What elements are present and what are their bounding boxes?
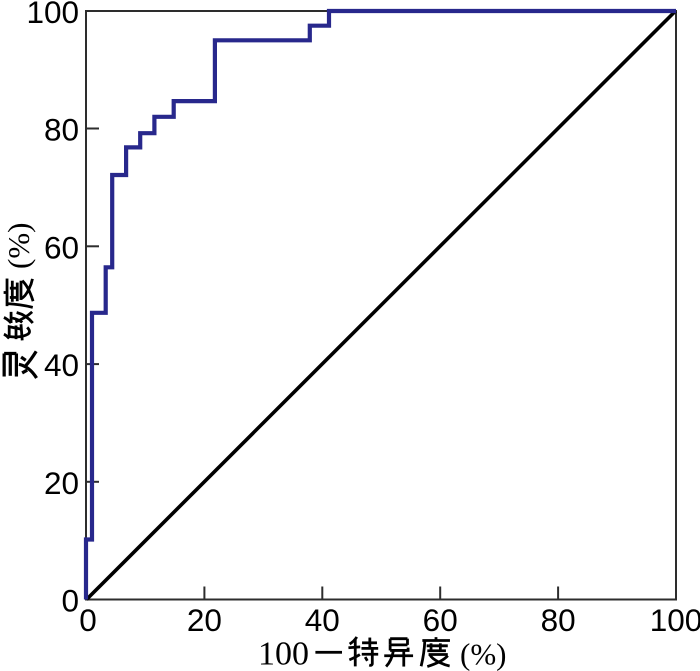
svg-text:40: 40: [44, 347, 79, 383]
svg-text:(%): (%): [1, 223, 36, 269]
svg-text:60: 60: [44, 229, 79, 265]
svg-text:80: 80: [44, 112, 79, 148]
svg-text:0: 0: [61, 583, 79, 619]
svg-text:80: 80: [541, 602, 576, 638]
svg-text:100: 100: [258, 636, 309, 671]
svg-text:(%): (%): [460, 637, 506, 671]
svg-text:0: 0: [79, 602, 97, 638]
svg-text:20: 20: [44, 465, 79, 501]
svg-text:100: 100: [26, 0, 79, 30]
svg-text:20: 20: [187, 602, 222, 638]
svg-text:100: 100: [650, 602, 700, 638]
svg-text:60: 60: [423, 602, 458, 638]
svg-text:40: 40: [305, 602, 340, 638]
